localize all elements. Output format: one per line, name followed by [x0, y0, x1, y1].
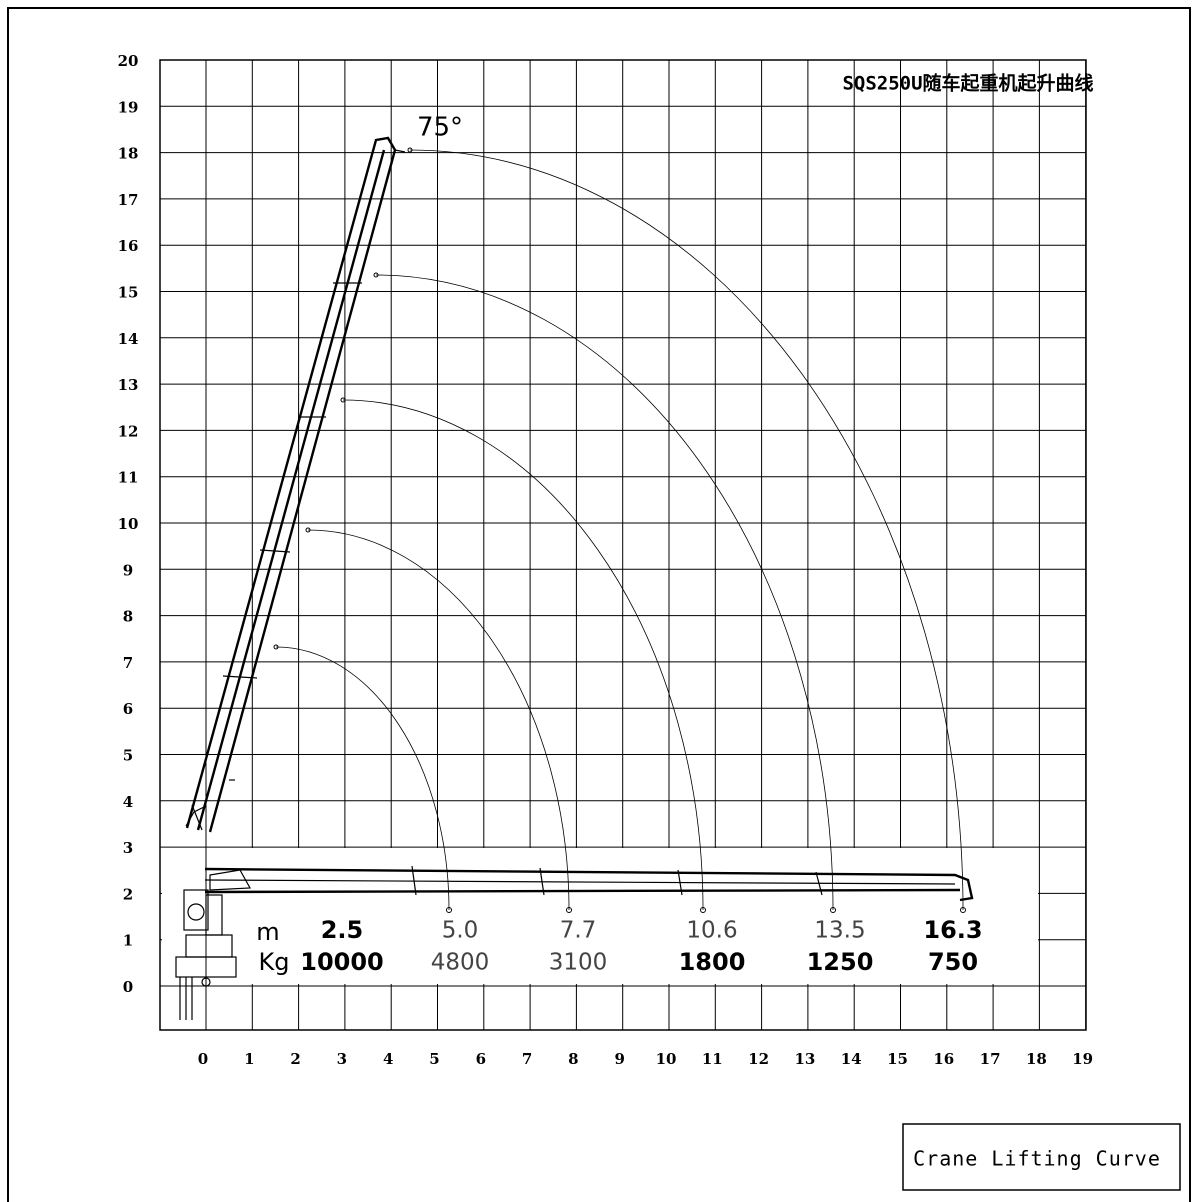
- curve-end: [446, 907, 452, 913]
- curve-end: [566, 907, 572, 913]
- unit-label: Kg: [259, 948, 290, 976]
- curve-end: [830, 907, 836, 913]
- radius: 16.3: [923, 916, 982, 944]
- caption-box: [902, 1123, 1181, 1191]
- y-tick-label: 16: [118, 237, 139, 255]
- angle-label: 75°: [417, 113, 463, 143]
- y-tick-label: 6: [123, 700, 133, 718]
- x-tick-label: 4: [383, 1050, 393, 1068]
- load: 750: [928, 948, 978, 976]
- y-tick-label: 10: [118, 515, 139, 533]
- curve: [375, 274, 834, 911]
- boom: [175, 136, 974, 1020]
- x-tick-label: 8: [568, 1050, 578, 1068]
- y-tick-label: 2: [123, 885, 133, 903]
- x-tick-label: 0: [198, 1050, 208, 1068]
- radius: 10.6: [686, 918, 737, 944]
- x-tick-label: 18: [1026, 1050, 1047, 1068]
- curve: [342, 399, 704, 911]
- x-tick-label: 17: [980, 1050, 1001, 1068]
- caption: Crane Lifting Curve: [913, 1147, 1161, 1171]
- x-tick-label: 1: [244, 1050, 254, 1068]
- load-table: mKg 2.5 10000 5.0 4800 7.7 3100 10.6 1800 13.5 125…: [256, 916, 982, 976]
- radius: 13.5: [814, 918, 865, 944]
- y-tick-label: 19: [118, 98, 139, 116]
- y-tick-label: 13: [118, 376, 139, 394]
- y-tick-label: 0: [123, 978, 133, 996]
- y-tick-label: 14: [118, 330, 139, 348]
- lifting-curves: [273, 147, 966, 913]
- x-tick-label: 5: [429, 1050, 439, 1068]
- x-tick-label: 14: [841, 1050, 862, 1068]
- unit-label: m: [256, 918, 279, 946]
- y-tick-label: 15: [118, 284, 139, 302]
- y-tick-label: 11: [118, 469, 139, 487]
- y-tick-label: 1: [123, 932, 133, 950]
- y-tick-label: 18: [118, 145, 139, 163]
- y-tick-label: 20: [118, 52, 139, 70]
- curve: [307, 529, 570, 911]
- x-tick-label: 16: [933, 1050, 954, 1068]
- x-tick-label: 7: [522, 1050, 532, 1068]
- radius: 2.5: [321, 916, 364, 944]
- x-tick-label: 6: [476, 1050, 486, 1068]
- load: 3100: [549, 950, 608, 976]
- y-tick-label: 3: [123, 839, 133, 857]
- y-tick-label: 12: [118, 422, 139, 440]
- curve-end: [960, 907, 966, 913]
- x-tick-label: 12: [748, 1050, 769, 1068]
- curve-end: [700, 907, 706, 913]
- diagram-title: SQS250U随车起重机起升曲线: [842, 72, 1093, 95]
- load: 4800: [431, 950, 490, 976]
- radius: 7.7: [560, 918, 597, 944]
- curve: [409, 149, 964, 911]
- frame: [7, 7, 1191, 1202]
- x-tick-label: 19: [1072, 1050, 1093, 1068]
- plot-border: [159, 59, 1087, 1031]
- x-tick-label: 11: [702, 1050, 723, 1068]
- curve-start: [373, 272, 379, 278]
- load: 1250: [807, 948, 874, 976]
- x-tick-label: 10: [656, 1050, 677, 1068]
- radius: 5.0: [442, 918, 479, 944]
- curve-start: [407, 147, 413, 153]
- x-tick-label: 2: [290, 1050, 300, 1068]
- load: 1800: [679, 948, 746, 976]
- y-tick-label: 8: [123, 608, 133, 626]
- x-tick-label: 13: [794, 1050, 815, 1068]
- x-tick-label: 15: [887, 1050, 908, 1068]
- y-tick-label: 9: [123, 561, 133, 579]
- x-tick-label: 9: [614, 1050, 624, 1068]
- load: 10000: [300, 948, 384, 976]
- x-tick-label: 3: [337, 1050, 347, 1068]
- curve-start: [340, 397, 346, 403]
- curve-start: [273, 644, 279, 650]
- y-tick-label: 17: [118, 191, 139, 209]
- curve-start: [305, 527, 311, 533]
- y-tick-label: 4: [123, 793, 133, 811]
- y-tick-label: 7: [123, 654, 133, 672]
- curve: [275, 646, 450, 911]
- y-tick-label: 5: [123, 747, 133, 765]
